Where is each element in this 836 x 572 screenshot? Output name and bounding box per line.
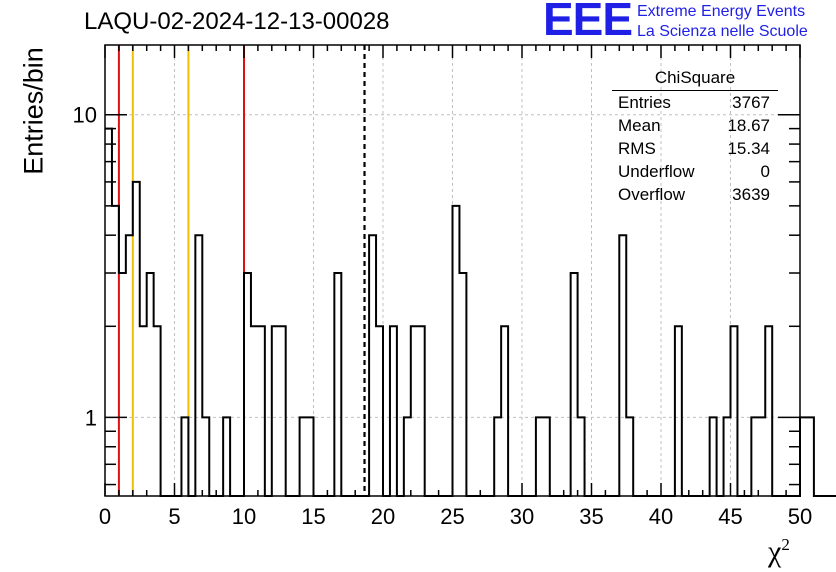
histogram-bin: [223, 417, 230, 496]
histogram-bin: [133, 182, 140, 496]
histogram-bin: [418, 326, 425, 496]
stats-value: 18.67: [727, 116, 770, 135]
stats-key: RMS: [618, 139, 656, 158]
stats-key: Mean: [618, 116, 661, 135]
histogram-bin: [543, 417, 550, 496]
x-tick-label: 20: [371, 504, 395, 529]
histogram-bin: [251, 326, 258, 496]
eee-logo-mark: EEE: [543, 0, 633, 45]
histogram-bin: [112, 206, 119, 496]
stats-row-rms: RMS 15.34: [612, 137, 778, 160]
stats-key: Underflow: [618, 162, 695, 181]
stats-box: ChiSquare Entries 3767 Mean 18.67 RMS 15.34…: [612, 66, 778, 206]
x-tick-label: 25: [440, 504, 464, 529]
histogram-bin: [501, 326, 508, 496]
histogram-bin: [578, 417, 585, 496]
x-axis-label: χ2: [768, 535, 790, 569]
histogram-bin: [800, 417, 807, 496]
y-tick-label: 10: [73, 103, 97, 128]
histogram-bin: [536, 417, 543, 496]
stats-row-underflow: Underflow 0: [612, 160, 778, 183]
x-axis-label-exponent: 2: [781, 535, 790, 554]
histogram-bin: [307, 417, 314, 496]
x-tick-label: 15: [301, 504, 325, 529]
x-tick-label: 30: [510, 504, 534, 529]
histogram-bin: [710, 417, 717, 496]
histogram-bin: [195, 235, 202, 496]
x-tick-label: 45: [718, 504, 742, 529]
histogram-bin: [675, 326, 682, 496]
histogram-bin: [626, 417, 633, 496]
histogram-bin: [376, 326, 383, 496]
histogram-bin: [154, 326, 161, 496]
histogram-bin: [181, 417, 188, 496]
histogram-bin: [244, 273, 251, 496]
histogram-bin: [390, 326, 397, 496]
histogram-bin: [731, 326, 738, 496]
x-axis-label-symbol: χ: [768, 535, 782, 568]
histogram-bin: [105, 129, 112, 496]
stats-row-overflow: Overflow 3639: [612, 183, 778, 206]
x-tick-label: 0: [99, 504, 111, 529]
histogram-bin: [369, 235, 376, 496]
y-tick-label: 1: [85, 405, 97, 430]
histogram-bin: [807, 417, 814, 496]
stats-value: 15.34: [727, 139, 770, 158]
x-tick-label: 35: [579, 504, 603, 529]
histogram-bin: [765, 326, 772, 496]
eee-logo-line2: La Scienza nelle Scuole: [637, 23, 808, 40]
eee-logo-line1: Extreme Energy Events: [637, 3, 806, 20]
histogram-bin: [494, 417, 501, 496]
histogram-bin: [119, 273, 126, 496]
grid: [105, 45, 800, 496]
histogram-bin: [140, 326, 147, 496]
stats-value: 0: [760, 162, 770, 181]
stats-title: ChiSquare: [612, 66, 778, 91]
y-axis-label: Entries/bin: [18, 47, 49, 175]
histogram-bin: [751, 417, 758, 496]
stats-key: Overflow: [618, 185, 686, 204]
histogram-bin: [279, 326, 286, 496]
x-tick-label: 40: [649, 504, 673, 529]
histogram-bin: [453, 206, 460, 496]
histogram-bin: [459, 273, 466, 496]
histogram-bin: [300, 417, 307, 496]
stats-value: 3639: [732, 185, 770, 204]
histogram-bin: [272, 326, 279, 496]
tick-labels: 0 5 10 15 20 25 30 35 40 45 50 1 10: [73, 103, 813, 529]
histogram-bin: [411, 326, 418, 496]
axis-ticks: [104, 45, 801, 496]
chart-title: LAQU-02-2024-12-13-00028: [84, 8, 390, 35]
histogram-bin: [202, 417, 209, 496]
reference-lines: [117, 45, 366, 496]
histogram-bin: [258, 326, 265, 496]
stats-key: Entries: [618, 93, 671, 112]
histogram-bin: [334, 273, 341, 496]
histogram-bin: [619, 235, 626, 496]
histogram-bin: [724, 417, 731, 496]
histogram-bin: [147, 273, 154, 496]
histogram-bin: [571, 273, 578, 496]
stats-value: 3767: [732, 93, 770, 112]
histogram-bin: [404, 417, 411, 496]
x-tick-label: 5: [168, 504, 180, 529]
stats-row-entries: Entries 3767: [612, 91, 778, 114]
stats-row-mean: Mean 18.67: [612, 114, 778, 137]
x-tick-label: 10: [232, 504, 256, 529]
histogram-bin: [758, 417, 765, 496]
histogram-bin: [126, 235, 133, 496]
x-tick-label: 50: [788, 504, 812, 529]
